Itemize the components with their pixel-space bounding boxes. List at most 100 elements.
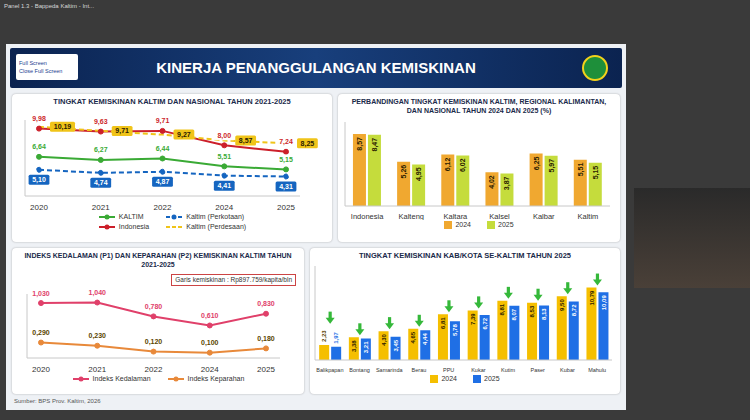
svg-text:Kutim: Kutim xyxy=(501,367,515,373)
html-text:Garis kemiskinan : Rp897.759/k: Garis kemiskinan : Rp897.759/kapita/bln xyxy=(175,276,292,283)
svg-text:9,98: 9,98 xyxy=(32,115,46,123)
svg-text:8,00: 8,00 xyxy=(217,132,231,140)
svg-text:Kubar: Kubar xyxy=(560,367,575,373)
svg-text:9,71: 9,71 xyxy=(115,127,129,135)
svg-text:2021: 2021 xyxy=(88,365,106,374)
svg-text:9,50: 9,50 xyxy=(559,299,565,311)
svg-text:8,57: 8,57 xyxy=(356,137,364,151)
svg-text:4,30: 4,30 xyxy=(381,333,387,345)
svg-text:PPU: PPU xyxy=(443,367,454,373)
svg-text:6,64: 6,64 xyxy=(32,143,46,151)
svg-text:6,02: 6,02 xyxy=(459,158,467,172)
html-text:TINGKAT KEMISKINAN KAB/KOTA SE: TINGKAT KEMISKINAN KAB/KOTA SE-KALTIM TA… xyxy=(359,251,571,260)
html-text:TINGKAT KEMISKINAN KALTIM DAN: TINGKAT KEMISKINAN KALTIM DAN NASIONAL T… xyxy=(53,97,291,106)
svg-text:8,72: 8,72 xyxy=(571,304,577,316)
svg-text:5,15: 5,15 xyxy=(279,156,293,164)
svg-text:9,71: 9,71 xyxy=(156,117,170,125)
svg-text:9,27: 9,27 xyxy=(177,131,191,139)
svg-text:5,15: 5,15 xyxy=(592,166,600,180)
svg-text:8,47: 8,47 xyxy=(371,138,379,152)
svg-text:4,87: 4,87 xyxy=(156,178,170,186)
svg-text:Balikpapan: Balikpapan xyxy=(316,367,343,373)
svg-text:5,51: 5,51 xyxy=(577,163,585,177)
svg-text:2024: 2024 xyxy=(201,365,219,374)
svg-text:Kalbar: Kalbar xyxy=(533,212,555,220)
svg-text:2025: 2025 xyxy=(257,365,275,374)
html-text:2025: 2025 xyxy=(498,221,514,228)
svg-text:10,79: 10,79 xyxy=(589,290,595,306)
svg-text:Indonesia: Indonesia xyxy=(351,212,384,220)
svg-text:2025: 2025 xyxy=(277,203,295,212)
svg-text:6,81: 6,81 xyxy=(440,317,446,329)
svg-text:3,38: 3,38 xyxy=(351,340,357,352)
svg-text:0,830: 0,830 xyxy=(257,300,275,308)
svg-text:0,290: 0,290 xyxy=(32,329,50,337)
svg-text:2022: 2022 xyxy=(154,203,172,212)
svg-text:2020: 2020 xyxy=(30,203,48,212)
svg-text:6,12: 6,12 xyxy=(444,157,452,171)
svg-text:7,24: 7,24 xyxy=(279,138,293,146)
svg-text:2021: 2021 xyxy=(92,203,110,212)
svg-text:10,09: 10,09 xyxy=(601,295,607,311)
svg-text:8,81: 8,81 xyxy=(499,303,505,315)
html-text:2024: 2024 xyxy=(455,221,471,228)
html-text:PERBANDINGAN TINGKAT KEMISKINA: PERBANDINGAN TINGKAT KEMISKINAN KALTIM, … xyxy=(351,98,607,114)
svg-text:8,57: 8,57 xyxy=(239,137,253,145)
svg-text:Paser: Paser xyxy=(531,367,546,373)
svg-text:8,07: 8,07 xyxy=(511,308,517,320)
svg-text:10,19: 10,19 xyxy=(54,123,72,131)
svg-text:0,180: 0,180 xyxy=(257,335,275,343)
svg-text:5,10: 5,10 xyxy=(32,176,46,184)
svg-text:0,610: 0,610 xyxy=(201,312,219,320)
svg-text:0,120: 0,120 xyxy=(145,338,163,346)
svg-text:8,53: 8,53 xyxy=(529,305,535,317)
svg-text:0,100: 0,100 xyxy=(201,339,219,347)
svg-text:4,95: 4,95 xyxy=(415,167,423,181)
svg-text:Mahulu: Mahulu xyxy=(588,367,606,373)
svg-text:2020: 2020 xyxy=(32,365,50,374)
svg-text:6,44: 6,44 xyxy=(156,145,170,153)
svg-text:Berau: Berau xyxy=(412,367,427,373)
svg-text:Kalsel: Kalsel xyxy=(489,212,510,220)
svg-text:9,63: 9,63 xyxy=(94,118,108,126)
svg-text:1,030: 1,030 xyxy=(32,290,50,298)
svg-text:5,78: 5,78 xyxy=(452,324,458,336)
svg-text:7,39: 7,39 xyxy=(470,313,476,325)
svg-text:2022: 2022 xyxy=(145,365,163,374)
svg-text:5,97: 5,97 xyxy=(548,159,556,173)
svg-text:Kukar: Kukar xyxy=(471,367,486,373)
svg-text:0,780: 0,780 xyxy=(145,303,163,311)
svg-text:6,25: 6,25 xyxy=(533,156,541,170)
svg-text:6,72: 6,72 xyxy=(482,317,488,329)
svg-text:8,25: 8,25 xyxy=(301,140,315,148)
html-text:Kaltim (Perkotaan): Kaltim (Perkotaan) xyxy=(186,213,245,220)
svg-text:4,02: 4,02 xyxy=(488,175,496,189)
html-text:Kaltim (Perdesaan): Kaltim (Perdesaan) xyxy=(186,223,247,230)
html-text:KINERJA PENANGGULANGAN KEMISKI: KINERJA PENANGGULANGAN KEMISKINAN xyxy=(156,59,476,76)
svg-text:2,23: 2,23 xyxy=(321,330,327,342)
svg-text:3,45: 3,45 xyxy=(393,339,399,351)
svg-text:4,44: 4,44 xyxy=(422,333,428,345)
svg-text:8,13: 8,13 xyxy=(541,308,547,320)
svg-text:Kaltim: Kaltim xyxy=(577,212,598,220)
html-text:Indonesia: Indonesia xyxy=(118,223,150,230)
svg-text:5,51: 5,51 xyxy=(217,153,231,161)
svg-text:1,040: 1,040 xyxy=(88,289,106,297)
svg-text:1,97: 1,97 xyxy=(333,331,339,343)
svg-text:4,65: 4,65 xyxy=(410,331,416,343)
svg-text:4,41: 4,41 xyxy=(217,182,231,190)
svg-text:Kalteng: Kalteng xyxy=(399,212,424,220)
svg-text:Bontang: Bontang xyxy=(349,367,370,373)
svg-text:5,26: 5,26 xyxy=(400,165,408,179)
svg-text:4,31: 4,31 xyxy=(279,183,293,191)
svg-text:2024: 2024 xyxy=(215,203,233,212)
svg-text:3,21: 3,21 xyxy=(363,341,369,353)
svg-text:Samarinda: Samarinda xyxy=(376,367,404,373)
svg-text:4,74: 4,74 xyxy=(94,179,108,187)
svg-text:6,27: 6,27 xyxy=(94,146,108,154)
html-text:INDEKS KEDALAMAN (P1) DAN KEPA: INDEKS KEDALAMAN (P1) DAN KEPARAHAN (P2)… xyxy=(24,252,292,268)
html-text:KALTIM: KALTIM xyxy=(118,213,144,220)
svg-text:3,87: 3,87 xyxy=(503,176,511,190)
svg-text:Kaltara: Kaltara xyxy=(444,212,469,220)
svg-text:0,230: 0,230 xyxy=(88,332,106,340)
